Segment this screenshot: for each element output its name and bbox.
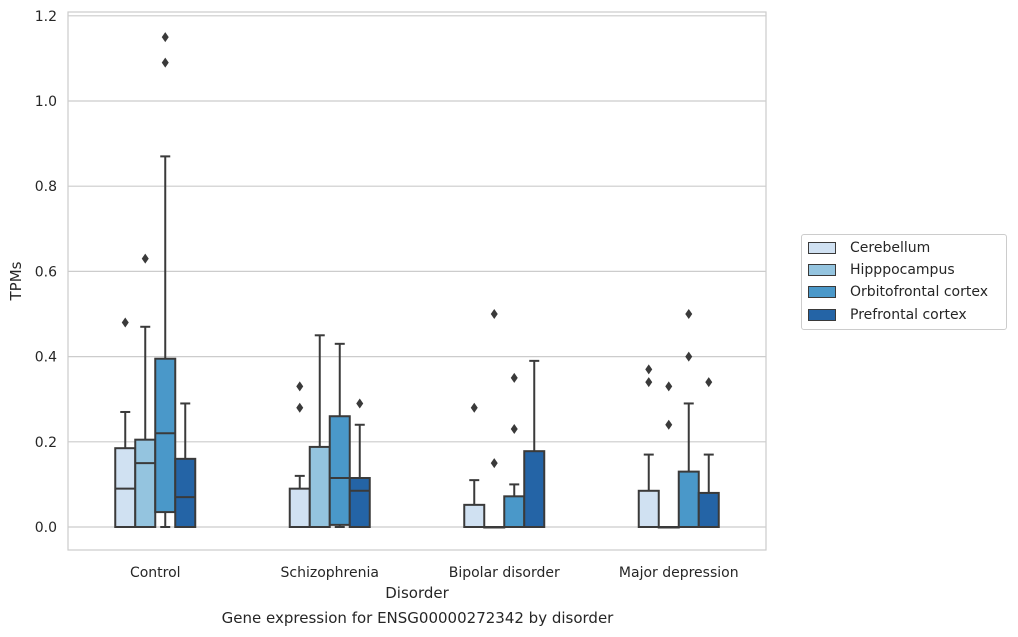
box-0-3 xyxy=(637,364,660,529)
box-body xyxy=(134,438,157,529)
box-2-1 xyxy=(328,342,351,528)
legend-item-cerebellum: Cerebellum xyxy=(808,238,930,258)
legend-label-prefrontal-cortex: Prefrontal cortex xyxy=(850,307,967,323)
outlier-point xyxy=(490,458,498,469)
box-3-0 xyxy=(174,402,197,528)
box-body xyxy=(288,487,311,529)
legend-label-orbitofrontal-cortex: Orbitofrontal cortex xyxy=(850,284,988,300)
outlier-point xyxy=(645,377,653,388)
outlier-point xyxy=(705,377,713,388)
legend-swatch-orbitofrontal-cortex xyxy=(808,286,836,298)
box-body xyxy=(328,415,351,526)
x-axis-ticks: Control Schizophrenia Bipolar disorder Majo… xyxy=(130,565,739,581)
box-0-2 xyxy=(463,402,486,528)
outlier-point xyxy=(685,351,693,362)
legend-item-orbitofrontal-cortex: Orbitofrontal cortex xyxy=(808,282,988,302)
box-1-1 xyxy=(308,334,331,528)
boxes xyxy=(114,32,720,529)
outlier-point xyxy=(645,364,653,375)
x-tick-label: Control xyxy=(130,565,181,581)
box-0-0 xyxy=(114,317,137,528)
outlier-point xyxy=(356,398,364,409)
outlier-point xyxy=(665,419,673,430)
legend-item-prefrontal-cortex: Prefrontal cortex xyxy=(808,305,967,325)
box-3-3 xyxy=(697,377,720,529)
legend-swatch-cerebellum xyxy=(808,242,836,254)
y-axis-label: TPMs xyxy=(7,261,25,301)
box-body xyxy=(174,457,197,528)
y-tick-label: 0.6 xyxy=(35,264,57,280)
outlier-point xyxy=(141,253,149,264)
box-body xyxy=(114,447,137,528)
box-1-2 xyxy=(483,309,506,529)
legend-item-hipppocampus: Hipppocampus xyxy=(808,260,955,280)
box-3-1 xyxy=(348,398,371,529)
x-axis-label: Disorder xyxy=(385,584,449,602)
outlier-point xyxy=(121,317,129,328)
outlier-point xyxy=(685,309,693,319)
box-1-0 xyxy=(134,253,157,529)
outlier-point xyxy=(510,424,518,435)
y-tick-label: 1.0 xyxy=(35,94,57,110)
box-body xyxy=(463,503,486,528)
y-tick-label: 1.2 xyxy=(35,9,57,25)
legend-swatch-prefrontal-cortex xyxy=(808,309,836,321)
box-2-2 xyxy=(503,372,526,529)
box-body xyxy=(348,477,371,529)
box-2-0 xyxy=(154,32,177,528)
y-tick-label: 0.4 xyxy=(35,350,57,366)
box-body xyxy=(523,450,546,528)
outlier-point xyxy=(665,381,673,392)
legend: Cerebellum Hipppocampus Orbitofrontal co… xyxy=(801,234,1007,330)
box-0-1 xyxy=(288,381,311,529)
box-body xyxy=(697,491,720,529)
outlier-point xyxy=(161,57,169,68)
box-body xyxy=(154,357,177,514)
y-tick-label: 0.2 xyxy=(35,435,57,451)
box-body xyxy=(503,495,526,529)
outlier-point xyxy=(470,402,478,413)
box-body xyxy=(677,470,700,528)
x-tick-label: Schizophrenia xyxy=(281,565,379,581)
y-axis-ticks: 0.0 0.2 0.4 0.6 0.8 1.0 1.2 xyxy=(35,9,57,536)
outlier-point xyxy=(490,309,498,319)
legend-swatch-hipppocampus xyxy=(808,264,836,276)
chart-caption: Gene expression for ENSG00000272342 by d… xyxy=(221,609,614,627)
box-3-2 xyxy=(523,359,546,528)
x-tick-label: Major depression xyxy=(619,565,739,581)
y-tick-label: 0.8 xyxy=(35,179,57,195)
box-body xyxy=(637,489,660,529)
outlier-point xyxy=(296,402,304,413)
outlier-point xyxy=(296,381,304,392)
x-tick-label: Bipolar disorder xyxy=(449,565,560,581)
box-2-3 xyxy=(677,309,700,528)
outlier-point xyxy=(161,32,169,43)
y-tick-label: 0.0 xyxy=(35,520,57,536)
legend-label-hipppocampus: Hipppocampus xyxy=(850,262,955,278)
legend-label-cerebellum: Cerebellum xyxy=(850,240,931,256)
outlier-point xyxy=(510,372,518,383)
box-body xyxy=(308,445,331,528)
